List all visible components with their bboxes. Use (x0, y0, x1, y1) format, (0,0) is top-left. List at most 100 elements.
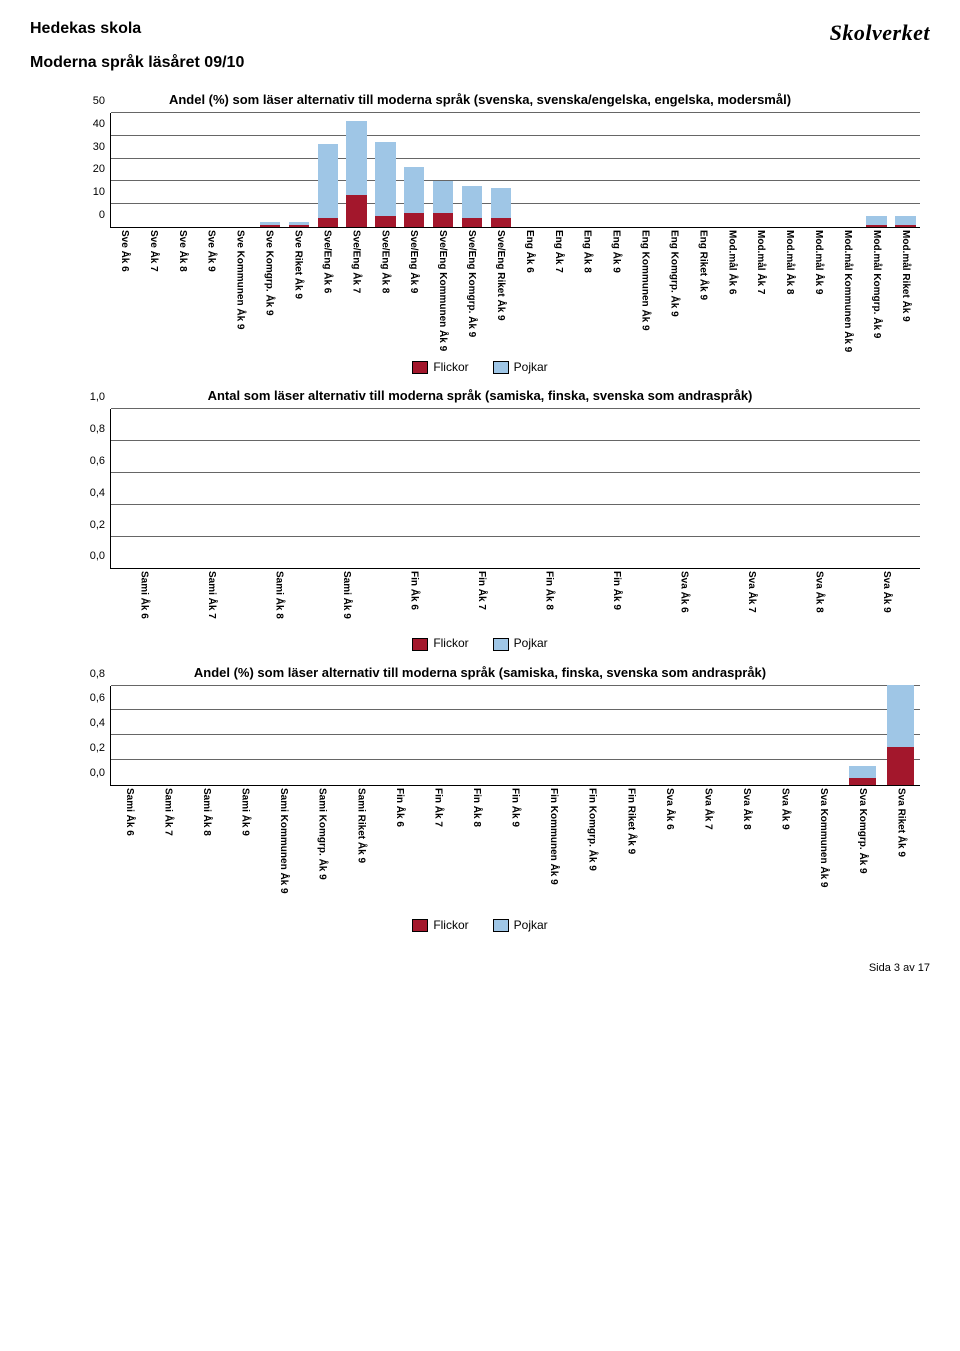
legend-flickor: Flickor (412, 636, 468, 650)
chart3-plot: 0,00,20,40,60,8 (110, 686, 920, 786)
ytick: 0,4 (90, 717, 111, 729)
ytick: 0,0 (90, 550, 111, 562)
xlabel: Sami Åk 9 (341, 571, 352, 626)
xlabel: Sami Åk 7 (162, 788, 173, 908)
xlabel: Sami Åk 8 (273, 571, 284, 626)
xlabel: Sve/Eng Kommunen Åk 9 (437, 230, 448, 350)
xlabel: Fin Riket Åk 9 (625, 788, 636, 908)
xlabel: Fin Åk 6 (408, 571, 419, 626)
xlabel: Mod.mål Komgrp. Åk 9 (871, 230, 882, 350)
xlabel: Sve/Eng Åk 6 (321, 230, 332, 350)
bar (895, 216, 915, 227)
xlabel: Sva Åk 7 (746, 571, 757, 626)
xlabel: Eng Åk 6 (524, 230, 535, 350)
ytick: 0,8 (90, 423, 111, 435)
ytick: 0,2 (90, 519, 111, 531)
chart2-legend: Flickor Pojkar (30, 636, 930, 650)
ytick: 0,2 (90, 742, 111, 754)
school-name: Hedekas skola (30, 20, 141, 38)
xlabel: Sami Åk 9 (240, 788, 251, 908)
xlabel: Eng Riket Åk 9 (697, 230, 708, 350)
xlabel: Mod.mål Åk 9 (813, 230, 824, 350)
xlabel: Fin Kommunen Åk 9 (548, 788, 559, 908)
xlabel: Fin Åk 6 (394, 788, 405, 908)
chart2-title: Antal som läser alternativ till moderna … (30, 388, 930, 403)
xlabel: Mod.mål Åk 7 (755, 230, 766, 350)
ytick: 0,6 (90, 455, 111, 467)
xlabel: Sva Åk 9 (881, 571, 892, 626)
xlabel: Fin Åk 8 (471, 788, 482, 908)
chart1-xlabels: Sve Åk 6Sve Åk 7Sve Åk 8Sve Åk 9Sve Komm… (110, 230, 920, 350)
chart1-title: Andel (%) som läser alternativ till mode… (30, 92, 930, 107)
page-subtitle: Moderna språk läsåret 09/10 (30, 54, 930, 72)
chart2-plot: 0,00,20,40,60,81,0 (110, 409, 920, 569)
ytick: 10 (93, 186, 111, 198)
xlabel: Sami Åk 6 (138, 571, 149, 626)
bar (462, 186, 482, 227)
bar (849, 766, 876, 785)
ytick: 1,0 (90, 391, 111, 403)
ytick: 20 (93, 163, 111, 175)
bar (346, 121, 366, 227)
chart3-legend: Flickor Pojkar (30, 918, 930, 932)
legend-pojkar: Pojkar (493, 636, 548, 650)
xlabel: Eng Kommunen Åk 9 (640, 230, 651, 350)
ytick: 40 (93, 118, 111, 130)
xlabel: Eng Åk 8 (582, 230, 593, 350)
xlabel: Fin Åk 7 (476, 571, 487, 626)
xlabel: Eng Komgrp. Åk 9 (668, 230, 679, 350)
xlabel: Sva Åk 8 (741, 788, 752, 908)
chart3-title: Andel (%) som läser alternativ till mode… (30, 665, 930, 680)
xlabel: Fin Åk 9 (611, 571, 622, 626)
xlabel: Sami Komgrp. Åk 9 (317, 788, 328, 908)
chart2-xlabels: Sami Åk 6 Sami Åk 7 Sami Åk 8 Sami Åk 9 Fin … (110, 571, 920, 626)
xlabel: Sve/Eng Åk 7 (350, 230, 361, 350)
xlabel: Sva Åk 7 (702, 788, 713, 908)
skolverket-logo: Skolverket (830, 20, 930, 46)
xlabel: Sva Åk 9 (780, 788, 791, 908)
chart3-xlabels: Sami Åk 6 Sami Åk 7 Sami Åk 8 Sami Åk 9 Sami… (110, 788, 920, 908)
bar (887, 685, 914, 785)
ytick: 0,8 (90, 668, 111, 680)
xlabel: Eng Åk 7 (553, 230, 564, 350)
xlabel: Sve Åk 6 (119, 230, 130, 350)
bar (260, 222, 280, 227)
xlabel: Eng Åk 9 (611, 230, 622, 350)
xlabel: Sami Åk 7 (206, 571, 217, 626)
xlabel: Sva Riket Åk 9 (895, 788, 906, 908)
xlabel: Sami Riket Åk 9 (355, 788, 366, 908)
xlabel: Sva Komgrp. Åk 9 (857, 788, 868, 908)
legend-pojkar: Pojkar (493, 918, 548, 932)
xlabel: Fin Åk 9 (510, 788, 521, 908)
bar (404, 167, 424, 227)
xlabel: Fin Åk 8 (543, 571, 554, 626)
xlabel: Sva Åk 6 (664, 788, 675, 908)
xlabel: Sve/Eng Åk 9 (408, 230, 419, 350)
xlabel: Mod.mål Kommunen Åk 9 (842, 230, 853, 350)
legend-flickor: Flickor (412, 360, 468, 374)
xlabel: Sve/Eng Komgrp. Åk 9 (466, 230, 477, 350)
legend-flickor: Flickor (412, 918, 468, 932)
ytick: 50 (93, 95, 111, 107)
xlabel: Sami Kommunen Åk 9 (278, 788, 289, 908)
legend-pojkar: Pojkar (493, 360, 548, 374)
bar (866, 216, 886, 227)
xlabel: Sami Åk 6 (124, 788, 135, 908)
xlabel: Mod.mål Åk 8 (784, 230, 795, 350)
chart1-legend: Flickor Pojkar (30, 360, 930, 374)
bar (375, 142, 395, 227)
xlabel: Fin Komgrp. Åk 9 (587, 788, 598, 908)
ytick: 0 (99, 209, 111, 221)
xlabel: Mod.mål Åk 6 (726, 230, 737, 350)
xlabel: Sve/Eng Åk 8 (379, 230, 390, 350)
bar (289, 222, 309, 227)
bar (318, 144, 338, 227)
xlabel: Sami Åk 8 (201, 788, 212, 908)
xlabel: Sve Åk 8 (177, 230, 188, 350)
xlabel: Sve Kommunen Åk 9 (235, 230, 246, 350)
xlabel: Sve/Eng Riket Åk 9 (495, 230, 506, 350)
bar (491, 188, 511, 227)
ytick: 30 (93, 141, 111, 153)
page-footer: Sida 3 av 17 (30, 962, 930, 974)
xlabel: Sve Riket Åk 9 (292, 230, 303, 350)
